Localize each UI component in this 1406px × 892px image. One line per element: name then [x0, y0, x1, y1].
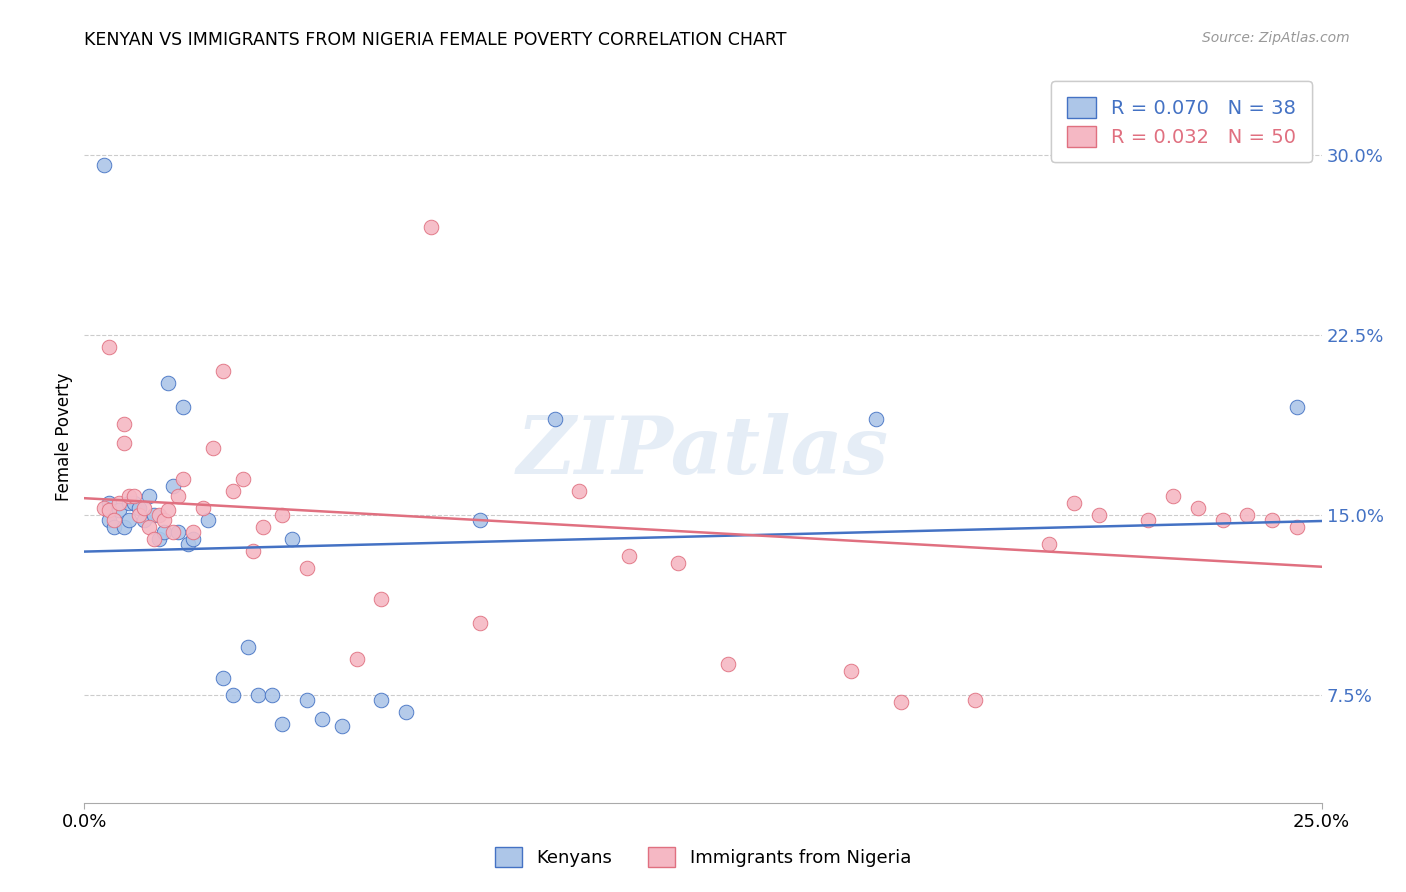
Point — [865, 412, 887, 426]
Point — [157, 376, 180, 391]
Point — [295, 692, 318, 706]
Point — [202, 441, 225, 455]
Point — [232, 472, 254, 486]
Point — [152, 524, 174, 539]
Point — [122, 496, 145, 510]
Y-axis label: Female Poverty: Female Poverty — [55, 373, 73, 501]
Point — [1038, 537, 1060, 551]
Point — [181, 532, 204, 546]
Point — [112, 417, 135, 431]
Point — [568, 483, 591, 498]
Point — [236, 640, 259, 654]
Point — [470, 513, 492, 527]
Point — [118, 489, 141, 503]
Point — [222, 483, 245, 498]
Point — [152, 513, 174, 527]
Point — [543, 412, 565, 426]
Point — [108, 503, 131, 517]
Point — [167, 524, 190, 539]
Point — [148, 508, 170, 522]
Point — [138, 520, 160, 534]
Point — [112, 520, 135, 534]
Legend: R = 0.070   N = 38, R = 0.032   N = 50: R = 0.070 N = 38, R = 0.032 N = 50 — [1052, 81, 1312, 162]
Point — [1088, 508, 1111, 522]
Point — [103, 513, 125, 527]
Point — [108, 496, 131, 510]
Point — [157, 503, 180, 517]
Point — [118, 496, 141, 510]
Point — [1063, 496, 1085, 510]
Point — [142, 532, 165, 546]
Point — [370, 692, 392, 706]
Point — [346, 652, 368, 666]
Point — [172, 400, 194, 414]
Point — [112, 436, 135, 450]
Point — [98, 513, 121, 527]
Point — [181, 524, 204, 539]
Point — [717, 657, 740, 671]
Point — [132, 513, 155, 527]
Point — [1285, 520, 1308, 534]
Point — [98, 496, 121, 510]
Point — [162, 479, 184, 493]
Point — [965, 692, 987, 706]
Point — [242, 544, 264, 558]
Point — [1285, 400, 1308, 414]
Point — [1236, 508, 1258, 522]
Point — [330, 719, 353, 733]
Point — [1187, 500, 1209, 515]
Legend: Kenyans, Immigrants from Nigeria: Kenyans, Immigrants from Nigeria — [488, 839, 918, 874]
Text: Source: ZipAtlas.com: Source: ZipAtlas.com — [1202, 31, 1350, 45]
Text: KENYAN VS IMMIGRANTS FROM NIGERIA FEMALE POVERTY CORRELATION CHART: KENYAN VS IMMIGRANTS FROM NIGERIA FEMALE… — [84, 31, 787, 49]
Point — [1161, 489, 1184, 503]
Point — [103, 520, 125, 534]
Point — [271, 716, 294, 731]
Point — [252, 520, 274, 534]
Point — [395, 705, 418, 719]
Point — [132, 500, 155, 515]
Point — [118, 513, 141, 527]
Point — [93, 158, 115, 172]
Point — [617, 549, 640, 563]
Point — [470, 615, 492, 630]
Point — [1261, 513, 1284, 527]
Point — [1212, 513, 1234, 527]
Point — [890, 695, 912, 709]
Point — [295, 561, 318, 575]
Point — [162, 524, 184, 539]
Point — [98, 503, 121, 517]
Point — [311, 712, 333, 726]
Point — [142, 508, 165, 522]
Point — [281, 532, 304, 546]
Point — [222, 688, 245, 702]
Point — [666, 556, 689, 570]
Point — [370, 591, 392, 606]
Point — [128, 508, 150, 522]
Text: ZIPatlas: ZIPatlas — [517, 413, 889, 491]
Point — [128, 500, 150, 515]
Point — [191, 500, 214, 515]
Point — [167, 489, 190, 503]
Point — [177, 537, 200, 551]
Point — [93, 500, 115, 515]
Point — [1137, 513, 1160, 527]
Point — [138, 489, 160, 503]
Point — [262, 688, 284, 702]
Point — [212, 671, 235, 685]
Point — [212, 364, 235, 378]
Point — [841, 664, 863, 678]
Point — [271, 508, 294, 522]
Point — [98, 340, 121, 354]
Point — [122, 489, 145, 503]
Point — [148, 532, 170, 546]
Point — [246, 688, 269, 702]
Point — [197, 513, 219, 527]
Point — [172, 472, 194, 486]
Point — [419, 220, 441, 235]
